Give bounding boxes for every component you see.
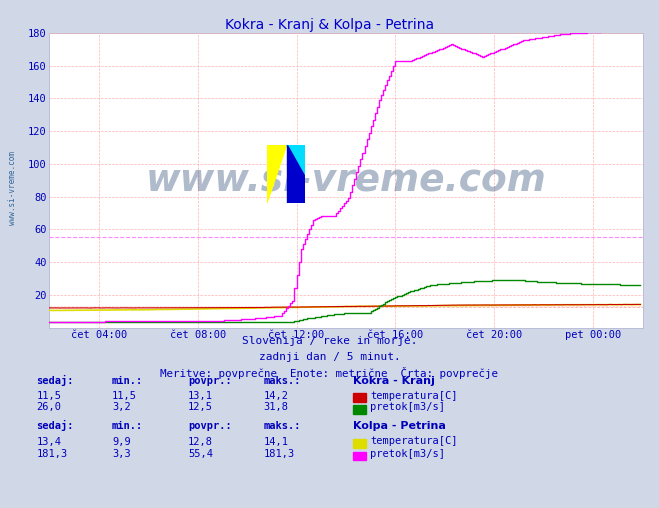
Text: temperatura[C]: temperatura[C]: [370, 391, 458, 401]
Text: povpr.:: povpr.:: [188, 421, 231, 431]
Text: Kolpa - Petrina: Kolpa - Petrina: [353, 421, 445, 431]
Text: www.si-vreme.com: www.si-vreme.com: [146, 163, 546, 198]
Text: Kokra - Kranj & Kolpa - Petrina: Kokra - Kranj & Kolpa - Petrina: [225, 18, 434, 32]
Polygon shape: [287, 145, 305, 177]
Text: 3,3: 3,3: [112, 449, 130, 459]
Text: maks.:: maks.:: [264, 421, 301, 431]
Text: 181,3: 181,3: [36, 449, 67, 459]
Text: 12,8: 12,8: [188, 436, 213, 447]
Text: www.si-vreme.com: www.si-vreme.com: [8, 151, 17, 225]
Text: 11,5: 11,5: [36, 391, 61, 401]
Text: 9,9: 9,9: [112, 436, 130, 447]
Text: 12,5: 12,5: [188, 402, 213, 412]
Text: sedaj:: sedaj:: [36, 374, 74, 386]
Text: 11,5: 11,5: [112, 391, 137, 401]
Text: 181,3: 181,3: [264, 449, 295, 459]
Text: sedaj:: sedaj:: [36, 420, 74, 431]
Text: Kokra - Kranj: Kokra - Kranj: [353, 375, 434, 386]
Text: 26,0: 26,0: [36, 402, 61, 412]
Text: 31,8: 31,8: [264, 402, 289, 412]
Text: temperatura[C]: temperatura[C]: [370, 436, 458, 447]
Text: pretok[m3/s]: pretok[m3/s]: [370, 449, 445, 459]
Text: 13,1: 13,1: [188, 391, 213, 401]
Text: zadnji dan / 5 minut.: zadnji dan / 5 minut.: [258, 352, 401, 362]
Polygon shape: [267, 145, 287, 203]
Text: Slovenija / reke in morje.: Slovenija / reke in morje.: [242, 336, 417, 346]
Text: maks.:: maks.:: [264, 375, 301, 386]
Text: 14,1: 14,1: [264, 436, 289, 447]
Text: pretok[m3/s]: pretok[m3/s]: [370, 402, 445, 412]
Text: povpr.:: povpr.:: [188, 375, 231, 386]
Text: 14,2: 14,2: [264, 391, 289, 401]
Text: min.:: min.:: [112, 375, 143, 386]
Polygon shape: [287, 145, 305, 203]
Text: Meritve: povprečne  Enote: metrične  Črta: povprečje: Meritve: povprečne Enote: metrične Črta:…: [161, 367, 498, 379]
Text: 3,2: 3,2: [112, 402, 130, 412]
Text: 55,4: 55,4: [188, 449, 213, 459]
Text: min.:: min.:: [112, 421, 143, 431]
Text: 13,4: 13,4: [36, 436, 61, 447]
